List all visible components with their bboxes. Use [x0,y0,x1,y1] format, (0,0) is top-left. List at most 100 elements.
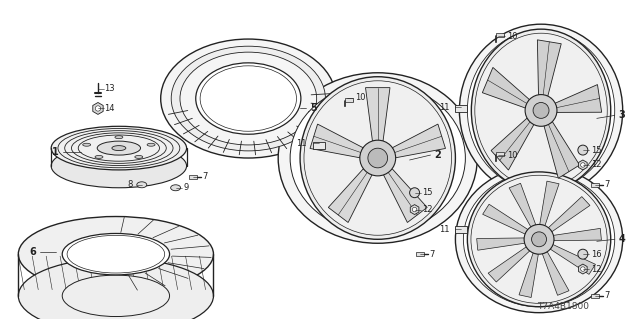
Bar [591,183,599,187]
Text: T7A4B1800: T7A4B1800 [537,302,589,311]
Text: 7: 7 [605,291,610,300]
Polygon shape [544,122,580,178]
Polygon shape [556,84,602,112]
Ellipse shape [19,217,214,292]
Polygon shape [548,196,590,232]
Text: 2: 2 [435,150,441,160]
Ellipse shape [67,235,164,273]
Ellipse shape [172,46,325,151]
Text: 7: 7 [605,180,610,189]
Polygon shape [383,169,427,222]
Polygon shape [392,124,445,158]
Text: 6: 6 [29,247,36,257]
Ellipse shape [471,29,611,192]
Polygon shape [579,264,587,274]
Ellipse shape [300,77,456,239]
Text: 7: 7 [429,250,435,259]
Polygon shape [550,244,595,274]
Polygon shape [483,204,528,234]
Ellipse shape [200,66,296,131]
Polygon shape [483,68,529,108]
Polygon shape [328,169,372,222]
Ellipse shape [51,144,187,188]
Ellipse shape [95,156,103,158]
Ellipse shape [532,232,547,247]
Ellipse shape [290,83,465,233]
Bar [345,98,353,101]
Ellipse shape [360,140,396,176]
Text: 3: 3 [619,110,625,120]
Bar [456,106,467,112]
Text: 7: 7 [202,172,208,181]
Text: 14: 14 [104,104,115,113]
Ellipse shape [460,24,623,197]
Text: 16: 16 [591,250,602,259]
Text: 11: 11 [439,225,449,234]
Polygon shape [488,247,530,282]
Bar [496,152,504,156]
Ellipse shape [83,143,91,146]
Ellipse shape [525,95,557,126]
Text: 15: 15 [591,146,602,155]
Polygon shape [477,238,525,250]
Polygon shape [542,252,569,295]
Bar [496,33,504,37]
Ellipse shape [580,267,585,271]
Ellipse shape [578,249,588,259]
Ellipse shape [467,30,614,191]
Text: 13: 13 [104,84,115,93]
Ellipse shape [475,33,607,188]
Ellipse shape [304,81,452,235]
Text: 1: 1 [52,147,59,157]
Ellipse shape [180,52,317,145]
Bar [313,142,325,149]
Polygon shape [310,124,363,158]
Ellipse shape [456,166,623,313]
Ellipse shape [467,172,611,307]
Ellipse shape [533,102,549,118]
Text: 11: 11 [296,139,307,148]
Ellipse shape [196,63,301,134]
Ellipse shape [580,163,585,167]
Ellipse shape [412,207,417,212]
Text: 10: 10 [507,32,518,41]
Ellipse shape [161,39,336,158]
Ellipse shape [137,182,147,188]
Polygon shape [410,204,419,214]
Polygon shape [554,228,602,241]
Polygon shape [491,118,534,170]
Ellipse shape [112,146,126,151]
Ellipse shape [135,156,143,158]
Ellipse shape [410,188,420,198]
Ellipse shape [19,258,214,320]
Polygon shape [365,88,390,141]
Ellipse shape [147,143,155,146]
Text: 15: 15 [422,188,433,197]
Ellipse shape [368,148,388,168]
Ellipse shape [524,224,554,254]
Ellipse shape [51,126,187,170]
Bar [456,227,467,233]
Text: 10: 10 [355,93,365,102]
Ellipse shape [95,106,100,111]
Polygon shape [540,181,559,226]
Text: 11: 11 [439,103,449,112]
Ellipse shape [471,175,607,303]
Text: 4: 4 [619,234,625,244]
Bar [591,294,599,298]
Text: 10: 10 [507,150,518,160]
Polygon shape [519,253,538,298]
Text: 5: 5 [310,103,317,114]
Bar [415,252,424,256]
Bar [189,175,196,179]
Ellipse shape [171,185,180,191]
Ellipse shape [463,172,614,307]
Ellipse shape [62,234,170,275]
Ellipse shape [97,141,141,155]
Polygon shape [538,40,561,96]
Ellipse shape [578,145,588,155]
Polygon shape [93,102,103,114]
Text: 8: 8 [127,180,133,189]
Ellipse shape [62,275,170,316]
Text: 9: 9 [184,183,189,192]
